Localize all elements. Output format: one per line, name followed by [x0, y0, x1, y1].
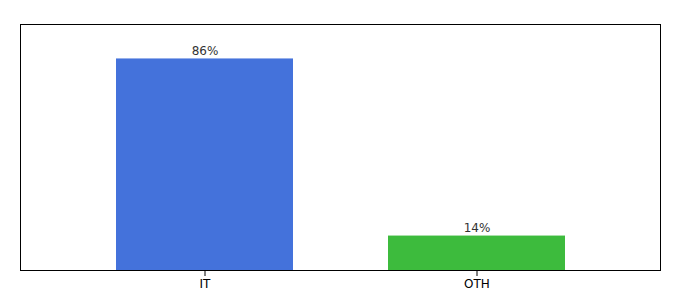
- svg-text:IT: IT: [200, 277, 212, 291]
- svg-text:OTH: OTH: [464, 277, 490, 291]
- svg-text:86%: 86%: [192, 44, 219, 58]
- svg-text:14%: 14%: [464, 221, 491, 235]
